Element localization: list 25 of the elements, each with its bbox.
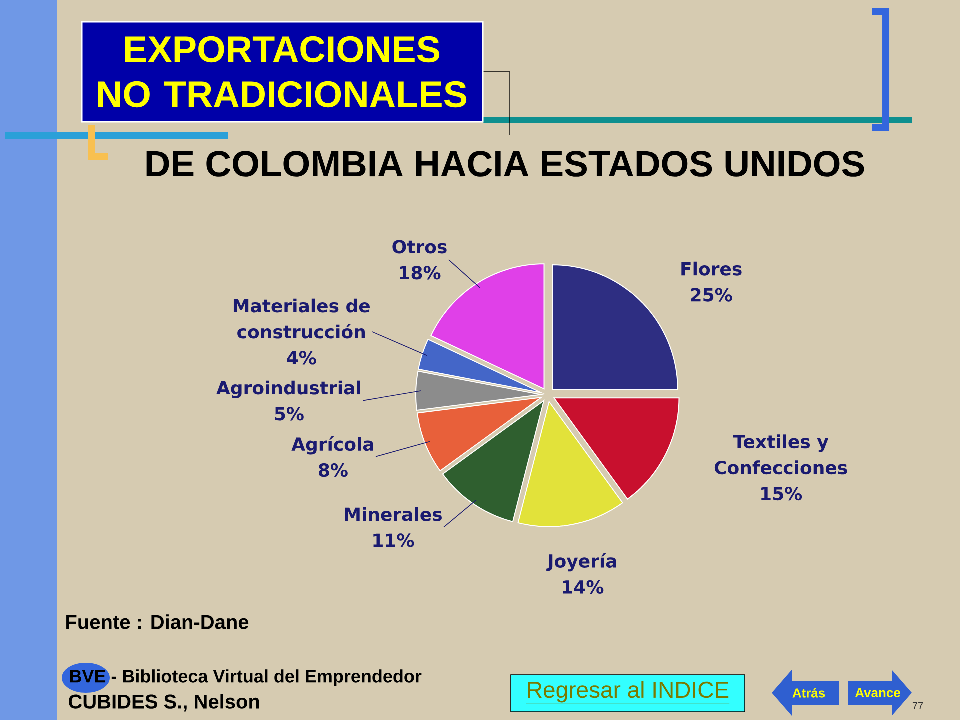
data-label: 5% <box>275 407 304 421</box>
slice-label: Agrícola <box>292 436 374 455</box>
slice-label: Materiales de construcción <box>234 298 370 339</box>
chart-title: EXPORTACIONES NO TRADICIONALES <box>98 36 467 108</box>
text: Avance <box>855 688 900 698</box>
data-label: 8% <box>319 464 348 478</box>
data-label: 25% <box>691 288 732 302</box>
slice-label: Agroindustrial <box>216 380 360 398</box>
slice-label: Minerales <box>345 507 442 522</box>
data-label: 15% <box>762 486 802 501</box>
text: Atrás <box>792 688 826 698</box>
text: Regresar al INDICE <box>528 681 729 703</box>
data-label: 4% <box>287 351 316 365</box>
slice-label: Otros <box>392 240 447 254</box>
source-note: Fuente : Dian-Dane <box>66 614 249 630</box>
slice-label: Textiles y Confecciones <box>714 434 848 475</box>
data-label: 18% <box>400 266 441 280</box>
chart-subtitle: DE COLOMBIA HACIA ESTADOS UNIDOS <box>146 151 864 177</box>
slice-label: Flores <box>682 262 742 276</box>
data-label: 14% <box>563 580 604 594</box>
text: 77 <box>912 702 924 710</box>
text: BVE - Biblioteca Virtual del Emprendedor <box>70 670 422 686</box>
text: CUBIDES S., Nelson <box>69 694 260 712</box>
slice-label: Joyería <box>546 553 616 572</box>
data-label: 11% <box>374 534 414 548</box>
